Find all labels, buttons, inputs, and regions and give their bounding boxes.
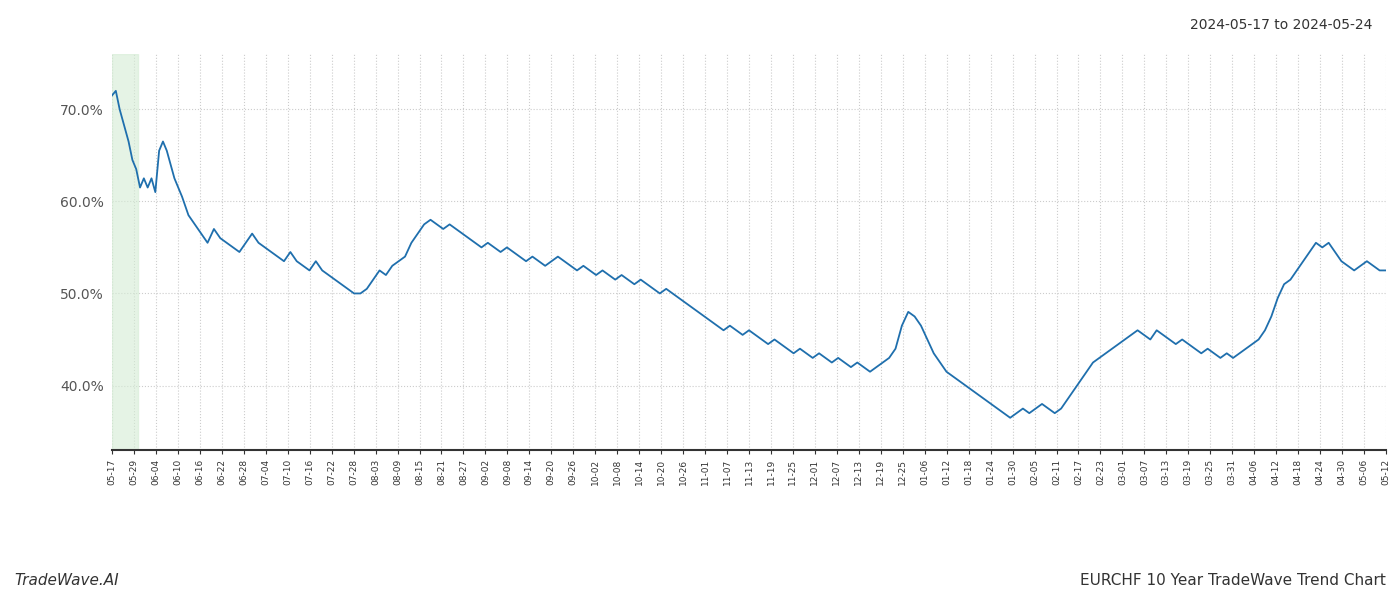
Text: TradeWave.AI: TradeWave.AI	[14, 573, 119, 588]
Text: EURCHF 10 Year TradeWave Trend Chart: EURCHF 10 Year TradeWave Trend Chart	[1081, 573, 1386, 588]
Bar	[112, 54, 139, 450]
Text: 2024-05-17 to 2024-05-24: 2024-05-17 to 2024-05-24	[1190, 18, 1372, 32]
